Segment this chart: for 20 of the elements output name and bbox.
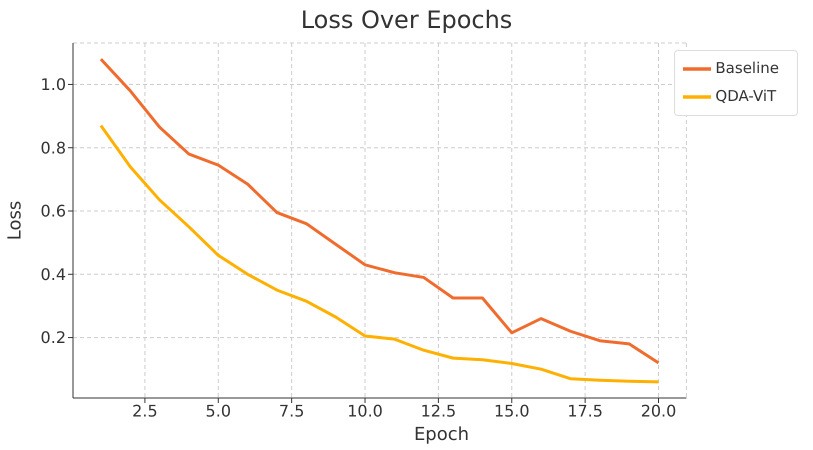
x-tick-label: 12.5 (420, 401, 456, 420)
x-tick-label: 20.0 (640, 401, 676, 420)
legend-label: Baseline (715, 59, 779, 78)
x-tick-label: 10.0 (347, 401, 383, 420)
y-tick-label: 0.4 (40, 264, 66, 284)
x-tick-label: 2.5 (132, 401, 158, 420)
line-series (99, 124, 660, 384)
y-tick-label: 0.8 (40, 138, 66, 158)
x-tick-label: 7.5 (278, 401, 304, 420)
legend-label: QDA-ViT (715, 87, 776, 106)
x-tick-label: 5.0 (206, 401, 232, 420)
y-axis-title: Loss (4, 200, 26, 242)
line-series (99, 58, 660, 364)
y-tick-label: 0.2 (40, 328, 66, 348)
chart-title: Loss Over Epochs (300, 6, 514, 34)
x-tick-label: 15.0 (494, 401, 530, 420)
y-tick-label: 0.6 (40, 202, 66, 221)
x-axis-title: Epoch (412, 424, 470, 445)
y-tick-label: 1.0 (40, 75, 66, 94)
x-tick-label: 17.5 (567, 401, 603, 420)
